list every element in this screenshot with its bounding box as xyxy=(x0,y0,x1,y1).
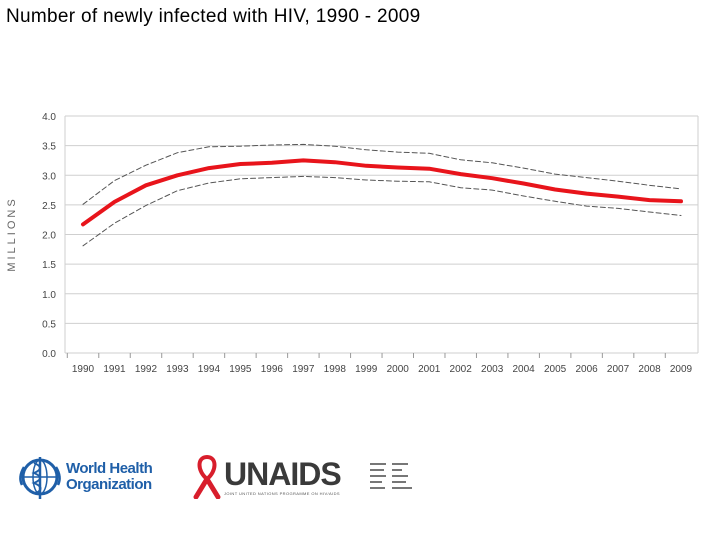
y-tick-label: 0.5 xyxy=(42,319,56,330)
y-tick-label: 3.5 xyxy=(42,142,56,153)
slide-title: Number of newly infected with HIV, 1990 … xyxy=(6,6,421,27)
series-line-upper-bound xyxy=(82,143,682,205)
y-tick-label: 3.0 xyxy=(42,171,56,182)
unaids-wordmark: UNAIDS xyxy=(224,456,342,492)
x-tick-label: 2009 xyxy=(670,364,693,375)
x-tick-label: 2007 xyxy=(607,364,630,375)
x-tick-label: 2006 xyxy=(575,364,598,375)
x-tick-label: 1990 xyxy=(72,364,95,375)
y-tick-label: 2.5 xyxy=(42,201,56,212)
y-axis-ticks: 0.0 0.5 1.0 1.5 2.0 2.5 3.0 3.5 4.0 xyxy=(42,112,56,360)
y-tick-label: 0.0 xyxy=(42,349,56,360)
who-logo: World Health Organization xyxy=(16,455,156,501)
series-line-estimate xyxy=(81,158,683,227)
who-line1: World Health xyxy=(66,460,153,477)
unaids-tagline: JOINT UNITED NATIONS PROGRAMME ON HIV/AI… xyxy=(224,491,340,496)
x-tick-label: 2008 xyxy=(638,364,661,375)
x-tick-label: 1996 xyxy=(261,364,284,375)
x-tick-label: 2002 xyxy=(450,364,473,375)
x-tick-label: 2005 xyxy=(544,364,567,375)
x-tick-label: 2003 xyxy=(481,364,504,375)
x-tick-label: 1991 xyxy=(103,364,126,375)
x-tick-label: 1998 xyxy=(324,364,347,375)
x-tick-label: 1999 xyxy=(355,364,378,375)
who-emblem-icon xyxy=(19,457,61,499)
series-lines xyxy=(81,143,683,247)
unaids-logo: UNAIDS JOINT UNITED NATIONS PROGRAMME ON… xyxy=(190,454,440,501)
unaids-language-block xyxy=(370,463,440,493)
x-tick-label: 2000 xyxy=(387,364,410,375)
y-tick-label: 1.5 xyxy=(42,260,56,271)
grid-lines xyxy=(64,115,699,354)
series-line-lower-bound xyxy=(82,175,682,247)
x-axis-ticks: 1990 1991 1992 1993 1994 1995 1996 1997 1998 1999… xyxy=(66,353,693,375)
who-line2: Organization xyxy=(66,476,152,493)
who-wordmark: World Health Organization xyxy=(66,460,153,493)
x-tick-label: 1993 xyxy=(166,364,189,375)
y-tick-label: 1.0 xyxy=(42,290,56,301)
y-axis-title: MILLIONS xyxy=(6,196,18,271)
x-tick-label: 1997 xyxy=(292,364,315,375)
hiv-infections-line-chart: 0.0 0.5 1.0 1.5 2.0 2.5 3.0 3.5 4.0 1990 1991 1992… xyxy=(6,112,699,375)
x-tick-label: 2004 xyxy=(513,364,536,375)
x-tick-label: 2001 xyxy=(418,364,441,375)
y-tick-label: 2.0 xyxy=(42,231,56,242)
red-ribbon-icon xyxy=(193,454,221,500)
x-tick-label: 1994 xyxy=(198,364,221,375)
y-tick-label: 4.0 xyxy=(42,112,56,123)
x-tick-label: 1995 xyxy=(229,364,252,375)
x-tick-label: 1992 xyxy=(135,364,158,375)
